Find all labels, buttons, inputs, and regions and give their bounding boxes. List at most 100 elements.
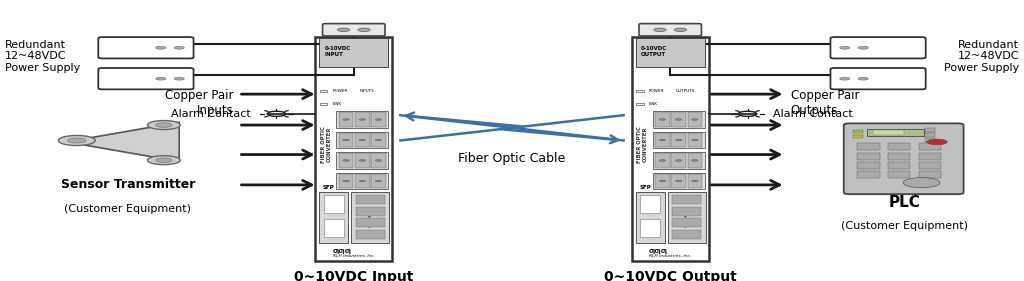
Circle shape [375, 180, 382, 182]
Bar [668, 192, 706, 243]
Bar [888, 162, 910, 169]
Circle shape [659, 180, 666, 182]
Bar [925, 133, 935, 137]
Bar [919, 153, 941, 160]
Bar [336, 132, 388, 148]
Text: ƣƣƣ: ƣƣƣ [649, 248, 669, 254]
Circle shape [927, 139, 947, 145]
Bar [356, 230, 385, 239]
Bar [351, 192, 389, 243]
Bar [632, 37, 709, 261]
Bar [857, 153, 880, 160]
Bar [655, 153, 670, 167]
Text: SFP: SFP [639, 185, 651, 190]
Bar [652, 132, 705, 148]
Text: FIBER OPTIC
CONVERTER: FIBER OPTIC CONVERTER [637, 126, 648, 163]
Circle shape [858, 77, 868, 80]
FancyBboxPatch shape [639, 24, 701, 36]
Bar [339, 112, 353, 126]
Text: LINK: LINK [649, 102, 657, 106]
Bar [672, 112, 686, 126]
Bar [888, 171, 910, 178]
Text: PLC: PLC [888, 195, 921, 210]
Text: (Customer Equipment): (Customer Equipment) [841, 221, 968, 231]
Circle shape [359, 160, 366, 161]
Text: 0~10VDC Input: 0~10VDC Input [294, 270, 414, 281]
Bar [339, 153, 353, 167]
Text: (Customer Equipment): (Customer Equipment) [65, 204, 191, 214]
Circle shape [840, 77, 850, 80]
Bar [687, 174, 702, 188]
Bar [857, 143, 880, 150]
Circle shape [653, 28, 666, 31]
Text: ƣƣƣ: ƣƣƣ [333, 248, 352, 254]
Text: Fiber Optic Cable: Fiber Optic Cable [459, 152, 565, 165]
Bar [888, 143, 910, 150]
Bar [324, 195, 344, 213]
Text: FIBER OPTIC
CONVERTER: FIBER OPTIC CONVERTER [321, 126, 332, 163]
Text: Redundant
12~48VDC
Power Supply: Redundant 12~48VDC Power Supply [944, 40, 1019, 73]
Bar [673, 207, 701, 216]
Bar [336, 152, 388, 169]
Bar [355, 174, 370, 188]
Bar [673, 195, 701, 205]
Text: 0-10VDC
INPUT: 0-10VDC INPUT [325, 46, 351, 57]
Bar [672, 153, 686, 167]
Circle shape [659, 160, 666, 161]
Bar [636, 192, 665, 243]
Circle shape [676, 139, 682, 141]
Bar [636, 90, 643, 92]
Bar [356, 195, 385, 205]
Bar [636, 38, 705, 67]
Bar [640, 195, 660, 213]
Bar [636, 103, 643, 105]
Circle shape [359, 180, 366, 182]
FancyBboxPatch shape [830, 68, 926, 89]
Text: SFP: SFP [324, 185, 335, 190]
Bar [640, 219, 660, 237]
Text: POWER: POWER [332, 89, 348, 93]
Bar [339, 133, 353, 147]
Polygon shape [67, 122, 179, 162]
Bar [355, 112, 370, 126]
Bar [371, 133, 386, 147]
Circle shape [156, 123, 172, 127]
FancyBboxPatch shape [98, 68, 194, 89]
Circle shape [174, 46, 184, 49]
Bar [853, 130, 863, 133]
Text: RLH Industries, Inc.: RLH Industries, Inc. [333, 254, 375, 258]
Circle shape [840, 46, 850, 49]
Bar [355, 133, 370, 147]
Bar [655, 112, 670, 126]
Text: Sensor Transmitter: Sensor Transmitter [60, 178, 196, 191]
Bar [867, 129, 924, 136]
Circle shape [174, 77, 184, 80]
Text: Copper Pair
Inputs: Copper Pair Inputs [165, 89, 233, 117]
Bar [356, 207, 385, 216]
Text: Alarm Contact: Alarm Contact [171, 109, 251, 119]
Bar [315, 37, 392, 261]
Bar [655, 174, 670, 188]
Text: 0-10VDC
OUTPUT: 0-10VDC OUTPUT [641, 46, 668, 57]
Bar [857, 171, 880, 178]
Text: 0~10VDC Output: 0~10VDC Output [604, 270, 736, 281]
Bar [324, 219, 344, 237]
Circle shape [375, 160, 382, 161]
Bar [319, 90, 328, 92]
Circle shape [691, 160, 698, 161]
Circle shape [676, 160, 682, 161]
Circle shape [676, 119, 682, 120]
Bar [672, 174, 686, 188]
Circle shape [691, 119, 698, 120]
FancyBboxPatch shape [98, 37, 194, 58]
Circle shape [156, 77, 166, 80]
FancyBboxPatch shape [844, 123, 964, 194]
Bar [355, 153, 370, 167]
Circle shape [691, 180, 698, 182]
Circle shape [357, 28, 371, 31]
Bar [919, 143, 941, 150]
Bar [925, 128, 935, 132]
Bar [371, 174, 386, 188]
Circle shape [674, 28, 686, 31]
Circle shape [343, 160, 349, 161]
